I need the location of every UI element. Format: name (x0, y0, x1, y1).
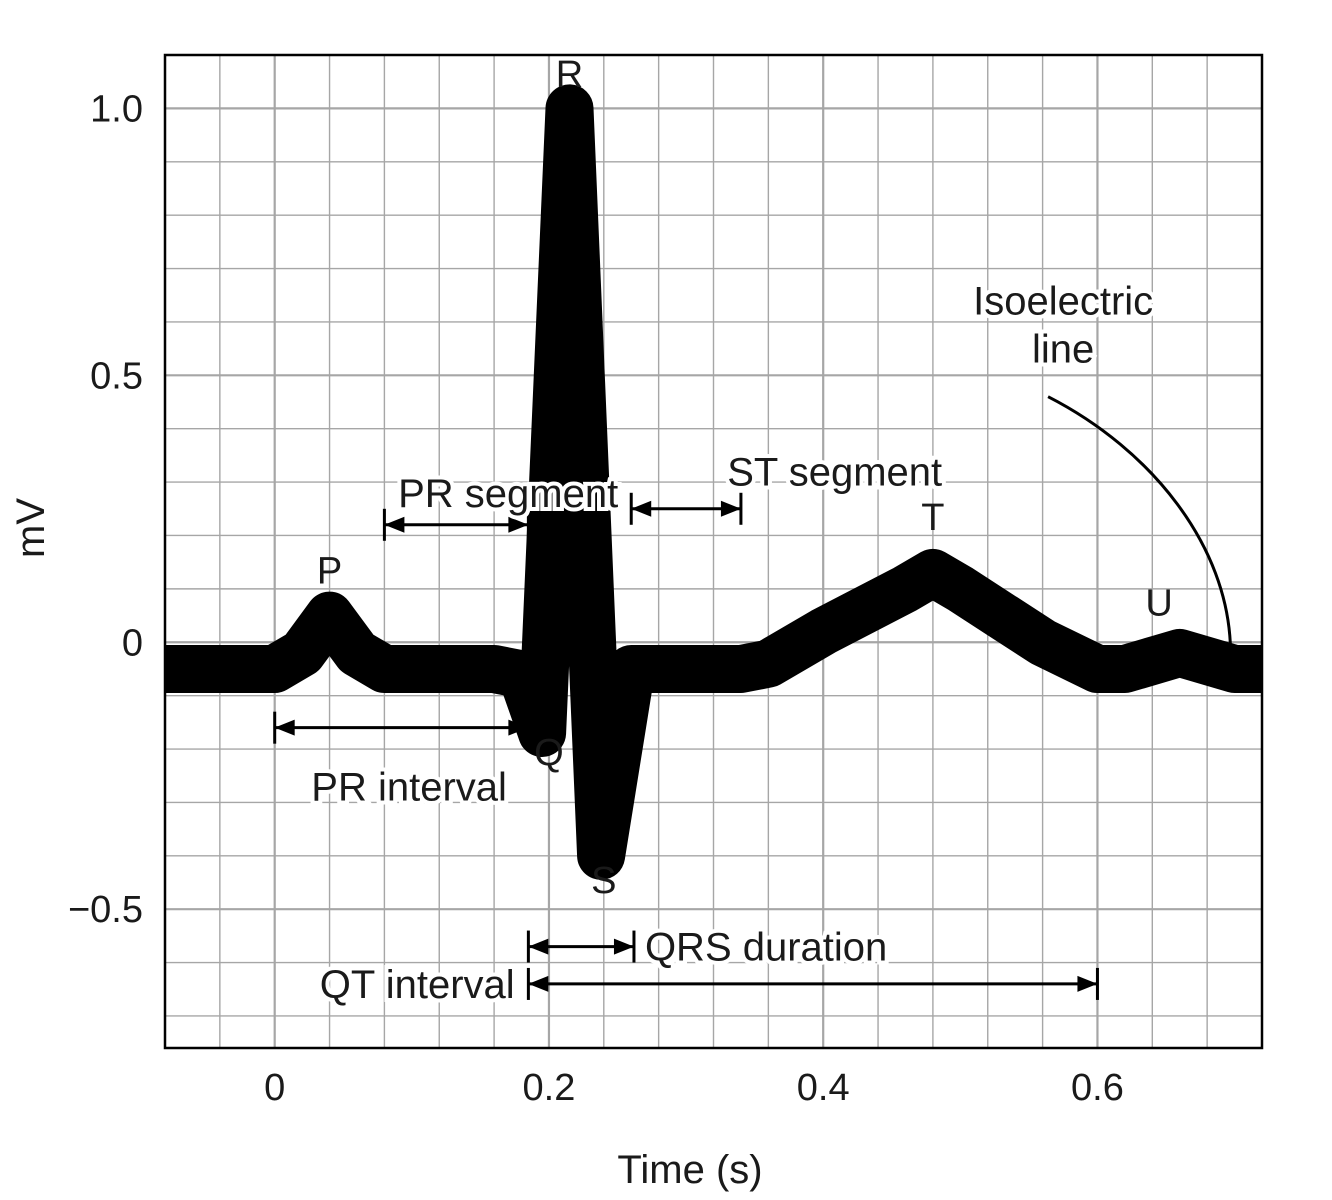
ecg-trace-band (165, 84, 1262, 880)
callout-isoelectric-line-label: line (1032, 328, 1094, 372)
x-tick-label: 0 (264, 1067, 285, 1109)
wave-label-r: R (556, 54, 583, 96)
annotation-qt-interval-arrow (526, 967, 1099, 1000)
y-tick-label: 0.5 (90, 355, 143, 397)
annotation-pr-interval-arrow-head-start (274, 719, 295, 736)
wave-label-s: S (591, 860, 616, 902)
annotation-st-segment-arrow-head-end (720, 500, 741, 517)
annotation-st-segment-label: ST segment (727, 450, 942, 494)
annotation-qrs-duration-arrow-head-end (613, 938, 634, 955)
annotation-st-segment-arrow-head-start (631, 500, 652, 517)
y-axis-title: mV (9, 498, 53, 558)
annotations: PR segment ST segment PR interval QRS durat… (273, 276, 1232, 1011)
wave-label-t: T (921, 497, 944, 539)
plot-frame (163, 53, 1264, 1050)
x-tick-label: 0.2 (523, 1067, 576, 1109)
wave-label-q: Q (534, 732, 564, 774)
annotation-qt-interval-arrow-head-start (528, 975, 549, 992)
x-tick-label: 0.6 (1071, 1067, 1124, 1109)
ecg-trace (165, 84, 1262, 880)
annotation-pr-interval-arrow-head-end (508, 719, 529, 736)
y-tick-label: 0 (122, 622, 143, 664)
wave-labels: P R Q S T U (317, 54, 1173, 902)
wave-label-p: P (317, 551, 342, 593)
annotation-pr-interval-arrow (273, 711, 530, 744)
x-axis-title: Time (s) (617, 1148, 762, 1192)
annotation-qt-interval-arrow-head-end (1077, 975, 1098, 992)
x-tick-label: 0.4 (797, 1067, 850, 1109)
annotation-pr-segment-arrow-head-start (384, 516, 405, 533)
annotation-pr-segment-arrow-head-end (508, 516, 529, 533)
callout-isoelectric-line-label: Isoelectric (973, 280, 1153, 324)
annotation-qrs-duration-label: QRS duration (645, 926, 887, 970)
callout-leader-line (1047, 395, 1232, 648)
annotation-pr-segment-label: PR segment (398, 472, 618, 516)
tick-labels: 0 0.2 0.4 0.6 1.0 0.5 0 −0.5 (68, 88, 1124, 1109)
y-tick-label: 1.0 (90, 88, 143, 130)
annotation-pr-segment-arrow (382, 508, 530, 541)
wave-label-u: U (1145, 583, 1172, 625)
y-tick-label: −0.5 (68, 889, 143, 931)
annotation-qrs-duration-arrow-head-start (528, 938, 549, 955)
annotation-qrs-duration-arrow (526, 930, 636, 963)
annotation-st-segment-arrow (629, 492, 743, 525)
annotation-qt-interval-label: QT interval (320, 963, 515, 1007)
annotation-pr-interval-label: PR interval (311, 765, 507, 809)
